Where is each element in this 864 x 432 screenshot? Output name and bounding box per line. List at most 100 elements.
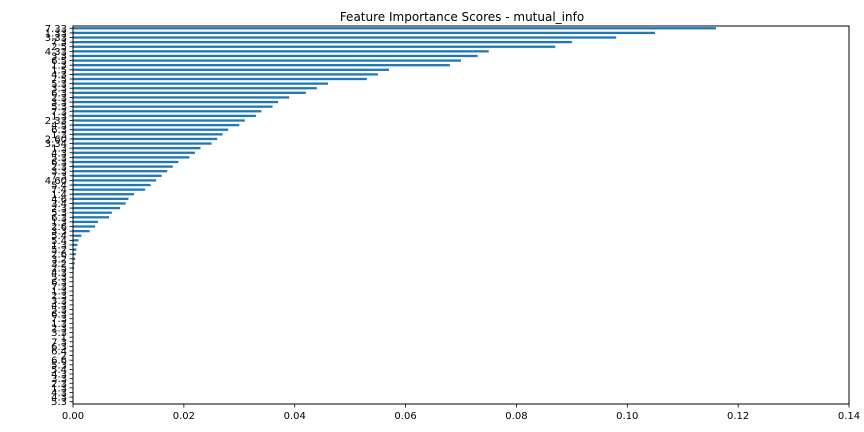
y-tick-label: 3.3 — [51, 374, 67, 385]
y-tick-label: 2 — [61, 351, 67, 362]
bar — [73, 68, 389, 71]
bar — [73, 64, 450, 67]
y-tick-label: 2.33 — [45, 116, 67, 127]
y-tick-label: 6.3 — [51, 125, 67, 136]
bar — [73, 31, 655, 35]
y-tick-label: 6.3 — [51, 277, 67, 288]
bar — [73, 197, 129, 201]
y-tick-label: 1.4 — [51, 190, 67, 201]
y-tick-label: 2.3 — [51, 93, 67, 104]
y-tick-label: 2.60 — [45, 134, 67, 145]
bar — [73, 50, 489, 53]
y-tick-label: 1.3 — [51, 61, 67, 72]
y-tick-label: 4.3 — [51, 388, 67, 399]
y-tick-label: 2.6 — [51, 222, 67, 233]
bar — [73, 257, 76, 260]
bar — [73, 82, 328, 85]
bar — [73, 202, 126, 205]
bar — [73, 77, 367, 81]
y-tick-label: 2.3 — [51, 379, 67, 390]
y-tick-label: 1.3 — [51, 240, 67, 251]
bar — [73, 206, 121, 210]
y-tick-label: 1.5 — [51, 65, 67, 76]
y-tick-label: 5.3 — [51, 79, 67, 90]
y-tick-label: 2.5 — [51, 42, 67, 53]
bar — [73, 100, 279, 104]
y-tick-label: 3.33 — [45, 33, 67, 44]
bars-layer — [73, 27, 716, 274]
bar — [73, 179, 157, 182]
y-tick-label: 1.3 — [51, 217, 67, 228]
y-tick-label: 4.3 — [51, 370, 67, 381]
x-tick-label: 0.08 — [505, 411, 527, 422]
bar — [73, 220, 98, 224]
y-tick-label: 1.3 — [51, 144, 67, 155]
y-tick-label: 3.3 — [51, 328, 67, 339]
y-tick-label: 5.3 — [51, 102, 67, 113]
x-tick-label: 0.04 — [284, 411, 306, 422]
bar — [73, 96, 290, 99]
y-tick-label: 1.3 — [51, 319, 67, 330]
bar — [73, 266, 75, 270]
y-tick-label: 6.3 — [51, 88, 67, 99]
bar — [73, 147, 201, 150]
y-tick-label: 5.3 — [51, 273, 67, 284]
y-tick-label: 5.2 — [51, 245, 67, 256]
y-tick-label: 3.3 — [51, 167, 67, 178]
x-tick-label: 0.00 — [62, 411, 84, 422]
bar — [73, 151, 195, 154]
bar — [73, 87, 317, 90]
bar — [73, 243, 78, 247]
y-tick-labels: 7.331.333.337.32.54.333.36.51.31.54.37.5… — [45, 24, 73, 408]
y-tick-label: 1.3 — [51, 111, 67, 122]
y-tick-label: 6.5 — [51, 56, 67, 67]
bar — [73, 137, 218, 141]
y-tick-label: 3.3 — [51, 84, 67, 95]
bar — [73, 110, 262, 113]
y-tick-label: 2.5 — [51, 264, 67, 275]
y-tick-label: 6.3 — [51, 342, 67, 353]
y-tick-label: 5.4 — [51, 181, 67, 192]
y-tick-label: 5.4 — [51, 365, 67, 376]
x-tick-label: 0.14 — [838, 411, 860, 422]
y-tick-label: 2.3 — [51, 162, 67, 173]
y-tick-label: 4.6 — [51, 194, 67, 205]
bar — [73, 54, 478, 58]
y-tick-label: 6.3 — [51, 310, 67, 321]
y-tick-label: 3.3 — [51, 51, 67, 62]
y-tick-label: 3.34 — [45, 139, 67, 150]
bar — [73, 91, 306, 94]
bar — [73, 156, 190, 159]
y-tick-label: 4.3 — [51, 393, 67, 404]
bar — [73, 253, 76, 256]
y-tick-label: 4.3 — [51, 70, 67, 81]
y-tick-label: 2.3 — [51, 291, 67, 302]
bar — [73, 229, 90, 233]
y-tick-label: 4.33 — [45, 47, 67, 58]
y-tick-label: 6.3 — [51, 157, 67, 168]
chart-title: Feature Importance Scores - mutual_info — [340, 10, 584, 24]
y-tick-label: 3.2 — [51, 254, 67, 265]
bar — [73, 114, 256, 118]
bar — [73, 239, 79, 242]
x-tick-label: 0.06 — [394, 411, 416, 422]
bar — [73, 59, 461, 62]
bar — [73, 193, 134, 196]
y-tick-label: 6.6 — [51, 356, 67, 367]
bar — [73, 160, 179, 164]
y-tick-label: 2.3 — [51, 204, 67, 215]
y-tick-label: 1.3 — [51, 383, 67, 394]
y-tick-label: 4.60 — [45, 176, 67, 187]
y-tick-label: 4.3 — [51, 268, 67, 279]
y-tick-label: 5.4 — [51, 231, 67, 242]
y-tick-label: 6.4 — [51, 346, 67, 357]
bar — [73, 234, 82, 237]
bar — [73, 119, 245, 122]
bar — [73, 27, 716, 30]
y-tick-label: 1.3 — [51, 130, 67, 141]
y-tick-label: 7.3 — [51, 171, 67, 182]
y-tick-label: 2.3 — [51, 323, 67, 334]
y-tick-label: 5.3 — [51, 153, 67, 164]
y-tick-label: 4.3 — [51, 300, 67, 311]
